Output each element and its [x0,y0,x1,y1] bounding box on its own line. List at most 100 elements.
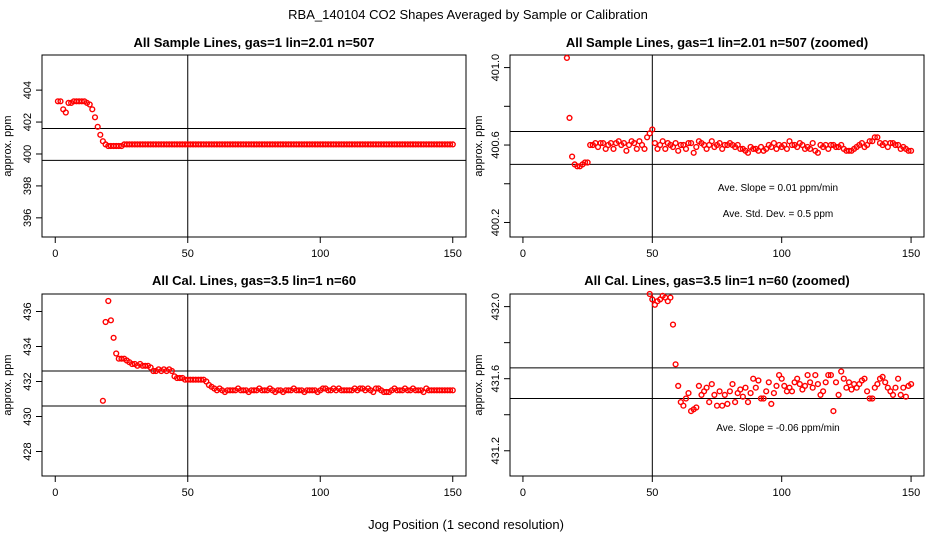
x-tick-label: 0 [52,487,58,499]
data-point [176,374,183,382]
data-point [905,147,912,154]
data-point [783,145,791,153]
x-tick-label: 150 [902,248,920,260]
data-point [724,400,731,408]
data-point [693,143,700,151]
data-point [672,361,679,368]
data-point [102,318,109,326]
data-point [107,317,115,324]
annotation: Ave. Slope = -0.06 ppm/min [716,423,840,434]
data-point [91,114,99,121]
data-point [806,379,814,386]
x-tick-label: 100 [311,248,329,260]
data-point [765,379,772,386]
data-point [57,98,64,105]
data-point [633,145,640,153]
data-point [907,381,915,388]
data-point [726,388,734,395]
y-axis-label: approx. ppm [2,354,14,415]
data-point [563,54,571,62]
x-tick-label: 100 [311,487,329,499]
x-tick-label: 0 [520,248,526,260]
data-point [840,375,847,382]
y-tick-label: 432.0 [490,293,502,321]
data-point [739,393,747,400]
data-point [892,141,899,149]
data-point [907,147,915,154]
panel-title: All Cal. Lines, gas=3.5 lin=1 n=60 (zoom… [584,273,850,288]
data-point [682,395,690,402]
data-point [682,145,690,153]
data-point [240,387,247,394]
y-tick-label: 436 [22,302,34,320]
data-point [89,106,96,113]
annotation: Ave. Std. Dev. = 0.5 ppm [723,209,834,220]
x-tick-label: 100 [773,248,791,260]
data-point [415,387,422,394]
data-point [809,384,816,391]
data-point [587,141,594,149]
data-point [706,399,713,406]
data-point [874,134,881,141]
y-tick-label: 400.2 [490,209,502,237]
data-point [796,381,803,388]
data-point [274,387,282,394]
data-point [610,145,617,153]
plot-area: All Sample Lines, gas=1 lin=2.01 n=507 0 5… [2,35,925,499]
data-point [843,384,850,391]
data-point [894,375,902,382]
data-point [566,114,573,122]
data-point [325,387,332,394]
data-point [830,408,837,415]
data-point [685,390,692,397]
data-point [801,382,809,390]
data-point [737,386,744,393]
panel-3: All Cal. Lines, gas=3.5 lin=1 n=60 0 50 100… [2,273,467,499]
data-point [825,372,832,379]
data-point [54,98,62,105]
data-point [744,399,752,406]
data-point [822,379,829,386]
data-point [383,388,390,396]
data-point [685,140,692,147]
data-point [115,142,122,150]
data-point [788,388,796,395]
data-point [620,140,628,147]
panel-title: All Sample Lines, gas=1 lin=2.01 n=507 (… [566,35,868,50]
x-tick-label: 150 [902,487,920,499]
data-point [768,400,775,408]
data-point [778,375,785,382]
data-point [713,402,721,409]
y-axis-label: approx. ppm [473,354,485,415]
data-point [649,296,656,303]
data-point [721,141,728,149]
data-point [897,391,904,399]
plot-frame [41,293,467,477]
y-tick-label: 398 [22,177,34,195]
data-point [882,379,889,386]
figure-title: RBA_140104 CO2 Shapes Averaged by Sample… [288,7,648,22]
data-point [703,384,710,391]
data-point [346,387,353,394]
data-point [879,373,886,381]
data-point [118,355,125,362]
data-point [197,376,205,383]
y-tick-label: 401.0 [490,54,502,82]
data-point [581,159,589,166]
y-tick-label: 431.6 [490,365,502,393]
data-point [623,147,630,154]
y-axis-label: approx. ppm [473,115,485,176]
data-point [669,321,677,328]
data-point [742,384,749,391]
data-point [447,387,454,394]
data-point [887,140,894,147]
data-point [708,138,715,145]
data-point [788,141,796,149]
data-point [295,387,303,394]
data-point [695,382,703,390]
data-point [675,147,682,154]
annotation: Ave. Slope = 0.01 ppm/min [718,183,838,194]
y-tick-label: 400.6 [490,131,502,159]
data-point [94,123,101,130]
data-point [835,391,842,399]
